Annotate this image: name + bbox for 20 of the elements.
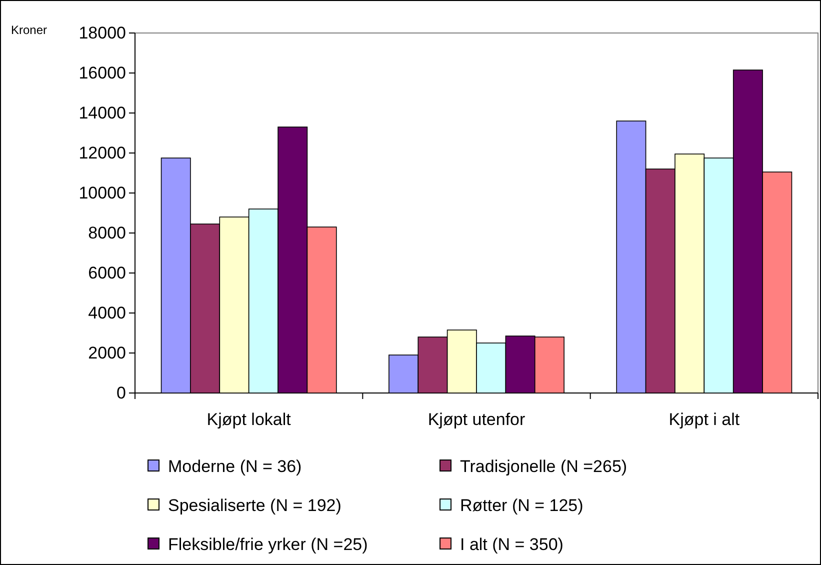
y-tick-label: 14000 (78, 103, 126, 122)
y-tick-label: 4000 (88, 303, 126, 322)
y-tick-label: 2000 (88, 343, 126, 362)
legend-label: Fleksible/frie yrker (N =25) (168, 535, 368, 554)
y-tick-label: 12000 (78, 143, 126, 162)
legend-label: Spesialiserte (N = 192) (168, 496, 342, 515)
legend-label: Røtter (N = 125) (460, 496, 584, 515)
x-tick-label: Kjøpt lokalt (206, 410, 292, 430)
y-axis-title: Kroner (11, 23, 48, 37)
y-tick-label: 16000 (78, 63, 126, 82)
y-tick-label: 10000 (78, 183, 126, 202)
y-tick-label: 6000 (88, 263, 126, 282)
legend-label: Moderne (N = 36) (168, 457, 302, 476)
legend-label: I alt (N = 350) (460, 535, 564, 554)
x-tick-label: Kjøpt i alt (668, 410, 740, 430)
y-tick-label: 8000 (88, 223, 126, 242)
y-tick-label: 0 (116, 383, 126, 402)
legend-label: Tradisjonelle (N =265) (460, 457, 628, 476)
y-tick-label: 18000 (78, 23, 126, 42)
x-tick-label: Kjøpt utenfor (428, 410, 526, 430)
